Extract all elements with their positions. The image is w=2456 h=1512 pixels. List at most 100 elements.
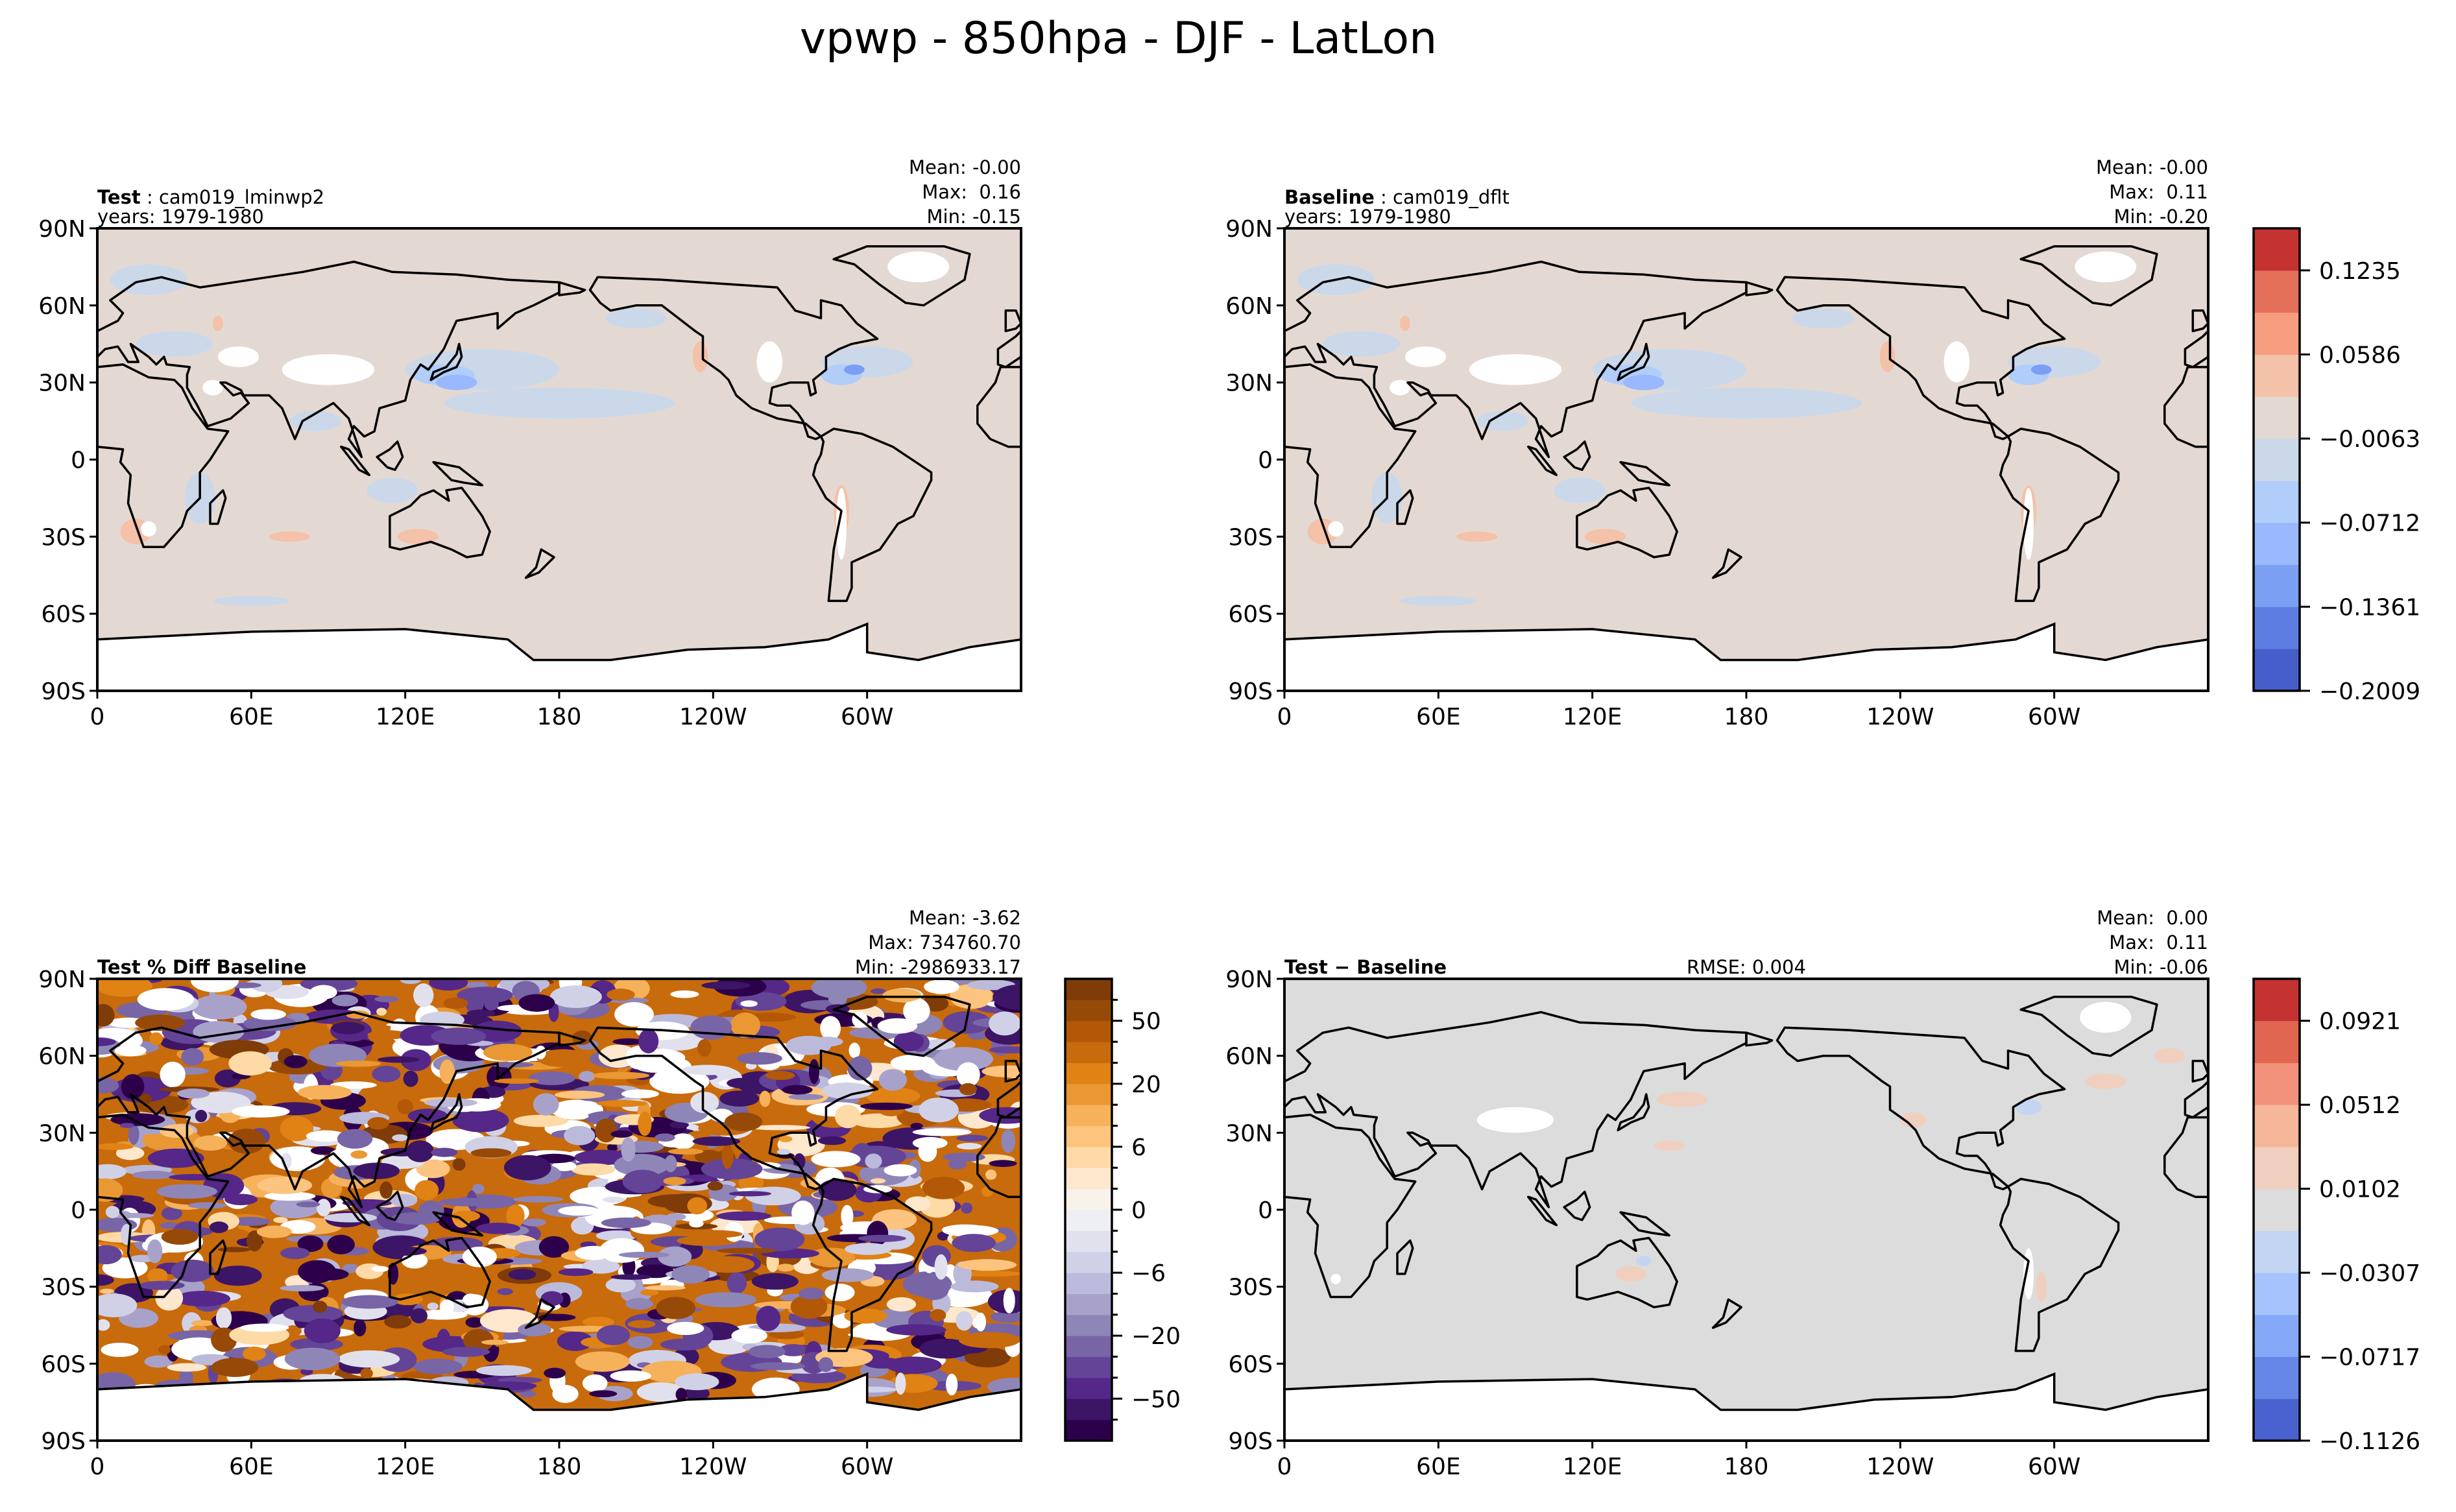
field-patch <box>379 1181 393 1199</box>
colorbar-bin <box>1065 1000 1112 1022</box>
field-patch <box>564 1125 596 1146</box>
coastline <box>524 548 555 579</box>
positive-patch <box>1879 341 1896 372</box>
x-tick-label: 120E <box>376 1454 435 1480</box>
field-patch <box>844 1308 887 1324</box>
field-patch <box>812 1037 843 1047</box>
coastline <box>1004 1059 1021 1083</box>
colorbar-tick-label: −0.0307 <box>2319 1260 2420 1287</box>
field-patch <box>878 1069 907 1091</box>
field-patch <box>309 985 337 1000</box>
coastline-antarctica <box>97 1372 1021 1411</box>
field-patch <box>865 1153 882 1169</box>
y-tick-label: 90S <box>41 678 86 705</box>
field-patch <box>476 1223 520 1234</box>
positive-patch <box>397 529 439 545</box>
field-patch <box>481 1339 509 1345</box>
coastline-antarctica <box>97 622 1021 662</box>
negative-patch <box>1623 374 1665 390</box>
field-patch <box>476 1365 532 1376</box>
positive-patch <box>269 531 311 542</box>
field-patch <box>317 1199 331 1217</box>
y-tick-label: 90N <box>38 216 86 243</box>
coastline <box>97 363 230 548</box>
field-patch <box>750 1362 806 1371</box>
field-patch <box>612 1038 644 1046</box>
y-tick-label: 30S <box>41 1275 86 1301</box>
field-patch <box>950 1280 999 1293</box>
stat-min: Min: -0.06 <box>2114 956 2208 978</box>
field-patch <box>376 1007 387 1016</box>
field-patch <box>769 1330 804 1339</box>
field-patch <box>860 1102 913 1110</box>
x-tick-label: 0 <box>90 1454 105 1480</box>
y-tick-label: 30S <box>1228 1275 1273 1301</box>
colorbar-tick-label: −0.2009 <box>2319 678 2420 705</box>
coastline <box>340 445 371 477</box>
field-patch <box>664 1155 677 1173</box>
field-patch <box>737 1052 782 1065</box>
field-patch <box>1003 1288 1015 1314</box>
coastline <box>1004 309 1021 333</box>
contour-field <box>1284 979 2208 1441</box>
coastline <box>1619 1211 1671 1237</box>
field-patch <box>716 1211 772 1221</box>
field-patch <box>466 1009 496 1017</box>
panel-label: Test : cam019_lminwp2 <box>97 186 324 208</box>
field-patch <box>799 1288 825 1300</box>
field-patch <box>452 1108 509 1133</box>
field-patch <box>689 1219 704 1228</box>
x-tick-label: 60W <box>841 704 893 730</box>
field-patch <box>748 1345 786 1358</box>
x-tick-label: 120W <box>679 704 747 730</box>
field-patch <box>431 1147 458 1157</box>
field-patch <box>621 1089 659 1099</box>
positive-patch <box>2085 1074 2126 1090</box>
x-tick-label: 0 <box>1277 704 1292 730</box>
field-patch <box>943 1152 985 1162</box>
field-patch <box>895 1373 906 1395</box>
colorbar-bin <box>1065 1083 1112 1105</box>
y-tick-label: 90S <box>1228 1428 1273 1455</box>
coastline <box>558 1031 586 1047</box>
negative-patch <box>1476 411 1528 431</box>
colorbar-bin <box>2254 270 2300 313</box>
field-patch <box>528 1071 575 1085</box>
field-patch <box>610 1130 633 1138</box>
y-tick-label: 0 <box>71 448 86 474</box>
field-patch <box>670 1133 695 1149</box>
y-tick-label: 30N <box>38 370 86 397</box>
field-patch <box>416 1159 450 1179</box>
field-patch <box>956 1311 973 1331</box>
field-patch <box>243 1016 297 1031</box>
field-patch <box>690 1092 719 1114</box>
missing-data-patch <box>2023 488 2034 560</box>
field-patch <box>707 1181 723 1191</box>
field-patch <box>903 998 930 1024</box>
field-patch <box>554 1090 605 1099</box>
field-patch <box>919 1280 949 1301</box>
stat-max: Max: 0.16 <box>922 181 1021 203</box>
field-patch <box>956 1134 989 1142</box>
coastline <box>1576 1236 1678 1309</box>
field-patch <box>946 1373 958 1396</box>
coastline <box>1284 260 1748 459</box>
field-patch <box>649 1068 710 1094</box>
y-tick-label: 60N <box>38 293 86 320</box>
contour-field <box>97 228 1021 691</box>
x-tick-label: 60W <box>841 1454 893 1480</box>
panel-label-bold: Test <box>97 186 141 208</box>
coastline <box>1284 1011 1748 1208</box>
field-patch <box>638 1028 659 1053</box>
field-patch <box>549 985 602 1009</box>
x-tick-label: 120E <box>376 704 435 730</box>
field-patch <box>912 1136 948 1149</box>
x-tick-label: 120W <box>1866 704 1934 730</box>
field-patch <box>250 1009 286 1020</box>
field-patch <box>669 1121 689 1129</box>
field-patch <box>209 1221 228 1234</box>
field-patch <box>667 1321 704 1336</box>
coastline <box>1711 548 1742 579</box>
